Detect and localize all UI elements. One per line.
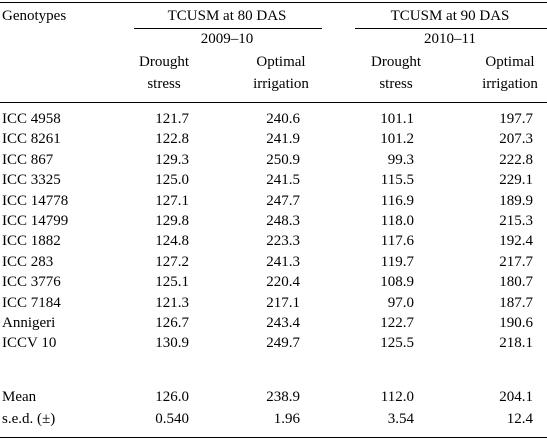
cell-genotype: Annigeri [2, 315, 56, 331]
cell-genotype: ICC 1882 [2, 233, 61, 249]
bottom-rule [0, 437, 547, 438]
cell-optimal-80: 241.5 [266, 172, 300, 188]
cell-drought-90: 125.5 [380, 335, 414, 351]
cell-optimal-80: 241.9 [266, 131, 300, 147]
cell-genotype: s.e.d. (±) [2, 411, 56, 427]
cell-drought-80: 125.0 [155, 172, 189, 188]
cell-drought-80: 130.9 [155, 335, 189, 351]
cell-drought-80: 124.8 [155, 233, 189, 249]
cell-drought-80: 129.3 [155, 152, 189, 168]
cell-genotype: ICC 4958 [2, 111, 61, 127]
cell-drought-80: 121.7 [155, 111, 189, 127]
cell-optimal-80: 238.9 [266, 389, 300, 405]
cell-drought-90: 118.0 [380, 213, 414, 229]
cell-optimal-80: 250.9 [266, 152, 300, 168]
cell-drought-80: 0.540 [155, 411, 189, 427]
cell-optimal-90: 204.1 [499, 389, 533, 405]
cell-optimal-80: 217.1 [266, 295, 300, 311]
cell-genotype: ICC 8261 [2, 131, 61, 147]
cell-optimal-80: 240.6 [266, 111, 300, 127]
cell-optimal-80: 243.4 [266, 315, 300, 331]
top-rule [0, 2, 547, 3]
cell-optimal-80: 248.3 [266, 213, 300, 229]
cell-drought-80: 122.8 [155, 131, 189, 147]
col2-header-line1: Optimal [256, 54, 306, 70]
cell-optimal-80: 241.3 [266, 254, 300, 270]
cell-genotype: Mean [2, 389, 37, 405]
cell-genotype: ICC 14799 [2, 213, 69, 229]
cell-genotype: ICC 3776 [2, 274, 61, 290]
cell-optimal-90: 12.4 [506, 411, 533, 427]
cell-drought-90: 116.9 [380, 193, 414, 209]
cell-optimal-90: 187.7 [499, 295, 533, 311]
cell-optimal-90: 229.1 [499, 172, 533, 188]
cell-drought-80: 127.2 [155, 254, 189, 270]
cell-optimal-90: 197.7 [499, 111, 533, 127]
col2-header-line2: irrigation [253, 76, 309, 92]
group1-title: TCUSM at 80 DAS [167, 8, 287, 24]
cell-drought-90: 101.2 [380, 131, 414, 147]
col4-header-line1: Optimal [485, 54, 535, 70]
cell-optimal-90: 218.1 [499, 335, 533, 351]
cell-genotype: ICC 14778 [2, 193, 69, 209]
cell-drought-90: 108.9 [380, 274, 414, 290]
cell-genotype: ICC 7184 [2, 295, 61, 311]
col3-header-line1: Drought [371, 54, 421, 70]
col3-header-line2: stress [379, 76, 413, 92]
cell-genotype: ICC 3325 [2, 172, 61, 188]
cell-drought-90: 117.6 [380, 233, 414, 249]
cell-drought-90: 115.5 [380, 172, 414, 188]
cell-drought-80: 126.0 [155, 389, 189, 405]
cell-optimal-90: 215.3 [499, 213, 533, 229]
cell-drought-90: 3.54 [387, 411, 414, 427]
cell-optimal-90: 192.4 [499, 233, 533, 249]
col4-header-line2: irrigation [482, 76, 538, 92]
cell-drought-90: 99.3 [387, 152, 414, 168]
cell-drought-90: 101.1 [380, 111, 414, 127]
cell-genotype: ICCV 10 [2, 335, 57, 351]
header-genotypes: Genotypes [2, 8, 67, 24]
group2-year: 2010–11 [424, 31, 476, 47]
header-rule [0, 102, 547, 103]
cell-drought-80: 126.7 [155, 315, 189, 331]
cell-optimal-80: 247.7 [266, 193, 300, 209]
cell-drought-90: 119.7 [380, 254, 414, 270]
cell-drought-90: 97.0 [387, 295, 414, 311]
cell-drought-80: 121.3 [155, 295, 189, 311]
cell-optimal-90: 207.3 [499, 131, 533, 147]
cell-optimal-90: 190.6 [499, 315, 533, 331]
group1-underline [134, 28, 322, 29]
cell-drought-90: 112.0 [380, 389, 414, 405]
group1-year: 2009–10 [200, 31, 254, 47]
cell-optimal-90: 222.8 [499, 152, 533, 168]
cell-optimal-80: 1.96 [273, 411, 300, 427]
col1-header-line1: Drought [139, 54, 189, 70]
cell-optimal-80: 223.3 [266, 233, 300, 249]
cell-genotype: ICC 867 [2, 152, 54, 168]
cell-optimal-90: 189.9 [499, 193, 533, 209]
group2-underline [355, 28, 547, 29]
cell-drought-80: 127.1 [155, 193, 189, 209]
cell-optimal-90: 180.7 [499, 274, 533, 290]
cell-drought-80: 125.1 [155, 274, 189, 290]
col1-header-line2: stress [147, 76, 181, 92]
cell-genotype: ICC 283 [2, 254, 54, 270]
cell-drought-90: 122.7 [380, 315, 414, 331]
cell-drought-80: 129.8 [155, 213, 189, 229]
cell-optimal-80: 220.4 [266, 274, 300, 290]
cell-optimal-90: 217.7 [499, 254, 533, 270]
cell-optimal-80: 249.7 [266, 335, 300, 351]
group2-title: TCUSM at 90 DAS [390, 8, 510, 24]
